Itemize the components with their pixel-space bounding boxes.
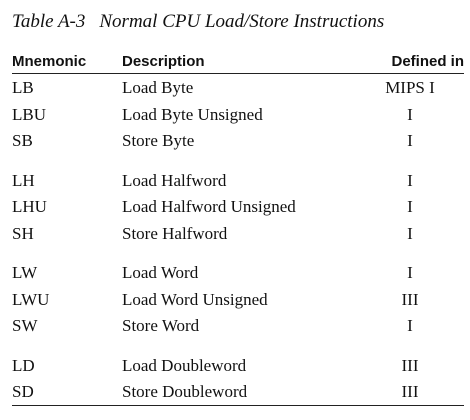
cell-mnemonic: SH — [12, 223, 34, 243]
cell-description: Load Halfword Unsigned — [122, 197, 296, 216]
cell-description: Load Doubleword — [122, 355, 247, 375]
cell-description: Load Word — [122, 263, 199, 282]
cell-defined-in: MIPS I — [385, 78, 435, 97]
row-group-byte: LB Load Byte MIPS I LBU Load Byte Unsign… — [0, 76, 470, 156]
cell-description: Load Halfword — [122, 170, 227, 190]
cell-description: Store Byte — [122, 131, 195, 150]
table-title: Normal CPU Load/Store Instructions — [99, 11, 385, 32]
table-row: LWU Load Word Unsigned III — [0, 288, 470, 315]
header-mnemonic: Mnemonic — [12, 53, 87, 70]
header-defined-in: Defined in — [391, 53, 464, 70]
cell-defined-in: I — [407, 316, 413, 335]
header-description: Description — [122, 53, 205, 70]
cell-mnemonic: LWU — [12, 289, 50, 309]
table-row: SW Store Word I — [0, 314, 470, 341]
table-row: SD Store Doubleword III — [0, 380, 470, 407]
cell-defined-in: I — [407, 104, 413, 124]
cell-description: Load Byte — [122, 78, 194, 97]
cell-defined-in: III — [401, 355, 419, 375]
row-group-word: LW Load Word I LWU Load Word Unsigned II… — [0, 261, 470, 341]
table-row: LHU Load Halfword Unsigned I — [0, 195, 470, 222]
cell-defined-in: I — [407, 263, 413, 282]
table-row: LD Load Doubleword III — [0, 354, 470, 381]
table-row: LH Load Halfword I — [0, 169, 470, 196]
table-row: SB Store Byte I — [0, 129, 470, 156]
cell-mnemonic: SD — [12, 382, 34, 401]
table-row: LW Load Word I — [0, 261, 470, 288]
cell-mnemonic: SW — [12, 316, 38, 335]
header-rule — [12, 73, 464, 74]
cell-mnemonic: LW — [12, 263, 38, 282]
cell-defined-in: I — [407, 131, 413, 150]
table-row: SH Store Halfword I — [0, 222, 470, 249]
cell-mnemonic: LHU — [12, 197, 47, 216]
cell-defined-in: III — [401, 382, 419, 401]
table-row: LB Load Byte MIPS I — [0, 76, 470, 103]
table-number: Table A-3 — [12, 11, 86, 32]
table-caption: Table A-3 Normal CPU Load/Store Instructi… — [12, 11, 384, 33]
cell-mnemonic: LH — [12, 170, 35, 190]
row-group-doubleword: LD Load Doubleword III SD Store Doublewo… — [0, 354, 470, 407]
cell-defined-in: I — [407, 197, 413, 216]
cell-mnemonic: SB — [12, 131, 33, 150]
cell-description: Load Word Unsigned — [122, 289, 268, 309]
cell-defined-in: III — [401, 289, 419, 309]
cell-defined-in: I — [407, 223, 413, 243]
cell-mnemonic: LBU — [12, 104, 46, 124]
cell-mnemonic: LD — [12, 355, 35, 375]
table-header: Mnemonic Description Defined in — [0, 50, 470, 76]
cell-description: Store Doubleword — [122, 382, 248, 401]
table-body: LB Load Byte MIPS I LBU Load Byte Unsign… — [0, 76, 470, 420]
cell-mnemonic: LB — [12, 78, 34, 97]
cell-defined-in: I — [407, 170, 413, 190]
cell-description: Load Byte Unsigned — [122, 104, 263, 124]
table-bottom-rule — [12, 405, 464, 406]
row-group-halfword: LH Load Halfword I LHU Load Halfword Uns… — [0, 169, 470, 249]
table-row: LBU Load Byte Unsigned I — [0, 103, 470, 130]
cell-description: Store Word — [122, 316, 200, 335]
cell-description: Store Halfword — [122, 223, 228, 243]
